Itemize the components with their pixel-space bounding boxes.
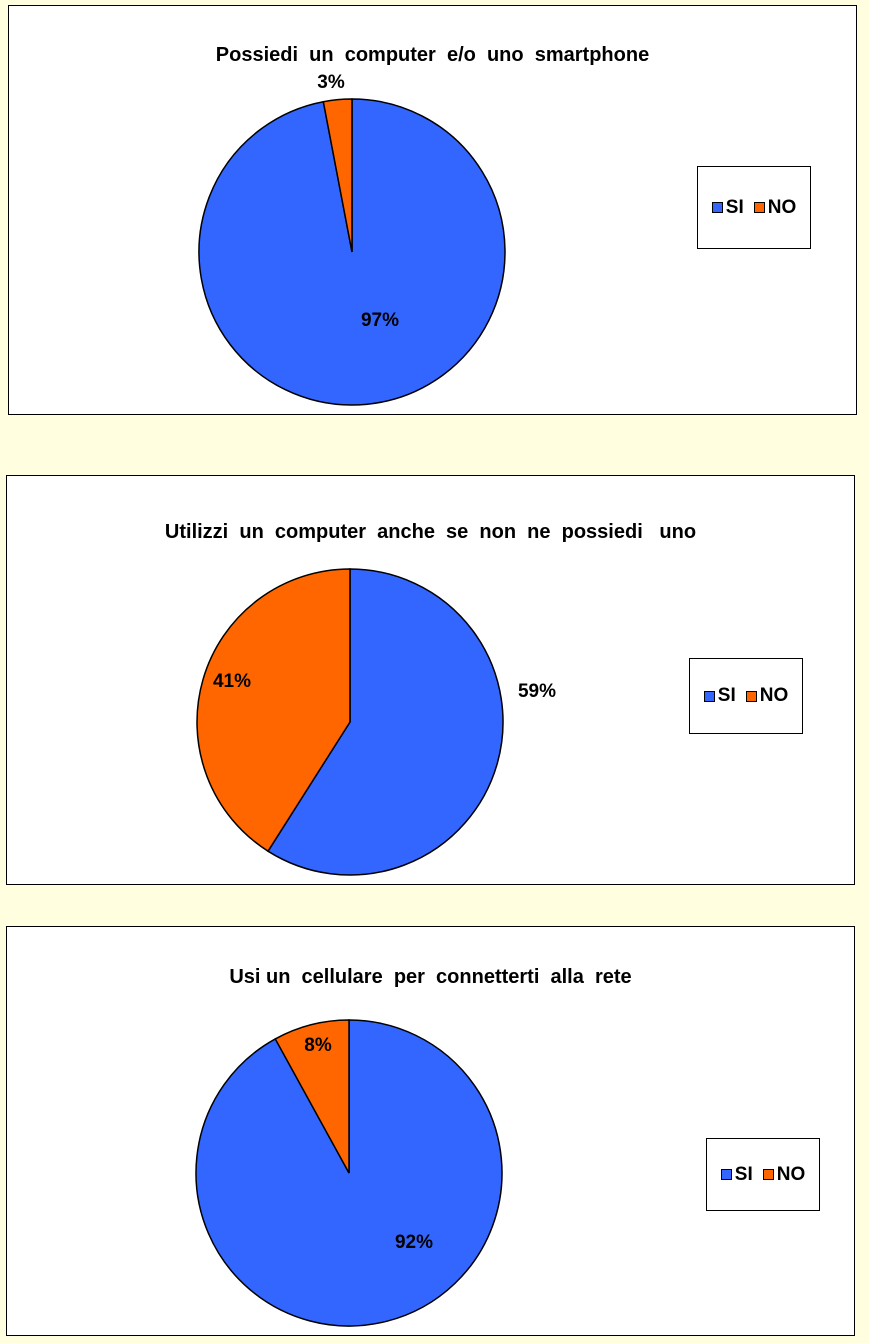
slice-no bbox=[322, 98, 353, 253]
legend-swatch-si bbox=[703, 690, 715, 702]
slice-no bbox=[196, 568, 351, 853]
chart-panel-use-computer: Utilizzi un computer anche se non ne pos… bbox=[6, 475, 855, 885]
legend-swatch-no bbox=[762, 1169, 774, 1180]
chart-title: Possiedi un computer e/o uno smartphone bbox=[215, 44, 650, 66]
data-label-no: 41% bbox=[213, 671, 251, 692]
data-label-si: 92% bbox=[395, 1232, 433, 1253]
pie-chart-own-device: 97% 3% bbox=[198, 72, 506, 406]
legend-item-si: SI bbox=[711, 196, 744, 219]
data-label-si: 97% bbox=[361, 310, 399, 331]
pie-chart-use-computer: 59% 41% bbox=[196, 568, 556, 876]
data-label-no: 8% bbox=[304, 1035, 332, 1056]
data-label-no: 3% bbox=[317, 72, 345, 93]
chart-title: Usi un cellulare per connetterti alla re… bbox=[229, 966, 632, 988]
legend-item-no: NO bbox=[745, 685, 789, 707]
legend: SI NO bbox=[697, 166, 811, 249]
legend-label-no: NO bbox=[767, 196, 797, 218]
legend-item-no: NO bbox=[762, 1163, 806, 1186]
legend-item-si: SI bbox=[703, 685, 736, 707]
data-label-si: 59% bbox=[518, 681, 556, 702]
legend-label-no: NO bbox=[776, 1163, 806, 1185]
legend-label-si: SI bbox=[717, 685, 736, 706]
legend: SI NO bbox=[689, 658, 803, 734]
slice-no bbox=[274, 1019, 350, 1174]
legend-label-no: NO bbox=[759, 685, 789, 706]
pie-chart-mobile-internet: 92% 8% bbox=[195, 1019, 503, 1327]
chart-panel-mobile-internet: Usi un cellulare per connetterti alla re… bbox=[6, 926, 855, 1336]
legend-swatch-no bbox=[745, 690, 757, 702]
legend-item-si: SI bbox=[720, 1163, 753, 1186]
slice-si bbox=[266, 568, 504, 876]
legend-swatch-no bbox=[753, 202, 765, 213]
legend: SI NO bbox=[706, 1138, 820, 1211]
legend-swatch-si bbox=[711, 202, 723, 213]
legend-item-no: NO bbox=[753, 196, 797, 219]
legend-label-si: SI bbox=[734, 1163, 753, 1185]
chart-panel-own-device: Possiedi un computer e/o uno smartphone … bbox=[8, 5, 857, 415]
chart-title: Utilizzi un computer anche se non ne pos… bbox=[164, 521, 697, 543]
legend-label-si: SI bbox=[725, 196, 744, 218]
legend-swatch-si bbox=[720, 1169, 732, 1180]
